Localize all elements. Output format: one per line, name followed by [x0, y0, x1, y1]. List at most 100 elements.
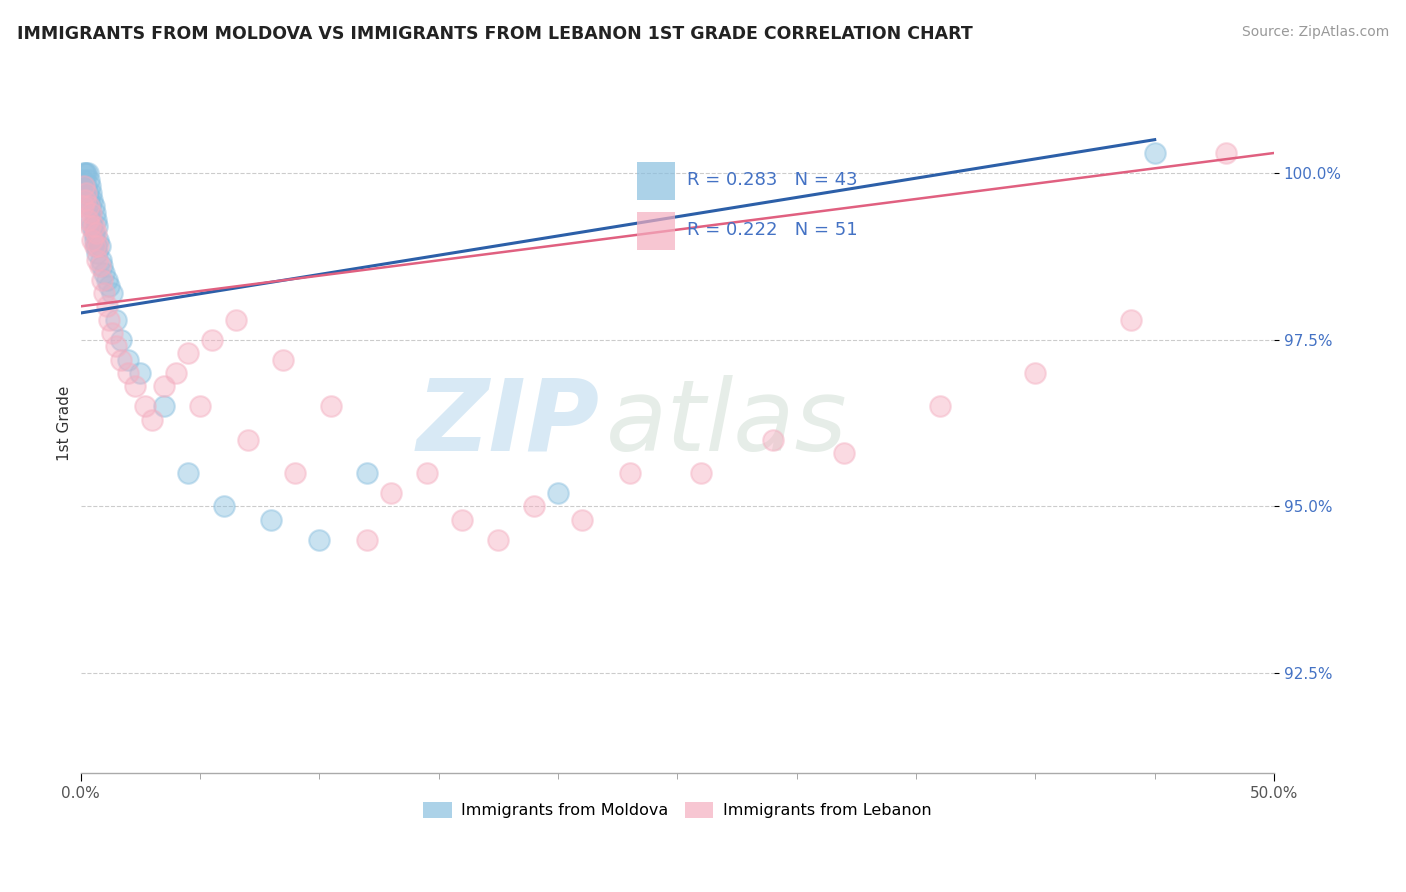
Point — [100, 326, 122, 340]
Point — [380, 486, 402, 500]
FancyBboxPatch shape — [637, 212, 675, 250]
Point — [273, 352, 295, 367]
Point — [75, 193, 97, 207]
Point — [153, 400, 176, 414]
Point — [165, 366, 187, 380]
Point — [87, 239, 110, 253]
Point — [201, 333, 224, 347]
Point — [124, 379, 146, 393]
Point — [834, 446, 856, 460]
Point — [77, 193, 100, 207]
Point — [177, 346, 200, 360]
Text: atlas: atlas — [606, 375, 848, 472]
Point — [76, 179, 98, 194]
Point — [83, 219, 105, 234]
Point — [79, 219, 101, 234]
Point — [83, 199, 105, 213]
Text: ZIP: ZIP — [416, 375, 600, 472]
Point — [86, 246, 108, 260]
Point — [98, 312, 121, 326]
Text: Source: ZipAtlas.com: Source: ZipAtlas.com — [1241, 25, 1389, 39]
Point — [105, 312, 128, 326]
Y-axis label: 1st Grade: 1st Grade — [58, 385, 72, 461]
Point — [73, 179, 96, 194]
Point — [76, 186, 98, 200]
Point — [619, 466, 641, 480]
Point — [153, 379, 176, 393]
Point — [72, 199, 94, 213]
Point — [77, 199, 100, 213]
Point — [89, 260, 111, 274]
Text: R = 0.222   N = 51: R = 0.222 N = 51 — [686, 221, 858, 239]
Point — [82, 233, 104, 247]
Point — [134, 400, 156, 414]
Point — [105, 339, 128, 353]
Point — [93, 285, 115, 300]
Point — [89, 239, 111, 253]
Point — [72, 172, 94, 186]
Point — [84, 239, 107, 253]
Point — [86, 252, 108, 267]
Point — [188, 400, 211, 414]
Point — [87, 233, 110, 247]
Point — [1143, 146, 1166, 161]
Point — [177, 466, 200, 480]
Point — [76, 186, 98, 200]
Point — [79, 199, 101, 213]
Point — [83, 226, 105, 240]
Point — [356, 533, 378, 547]
Point — [91, 260, 114, 274]
Point — [212, 500, 235, 514]
Point — [76, 212, 98, 227]
Point — [356, 466, 378, 480]
Point — [91, 273, 114, 287]
Point — [928, 400, 950, 414]
Point — [523, 500, 546, 514]
Point — [547, 486, 569, 500]
Point — [83, 233, 105, 247]
Point — [690, 466, 713, 480]
Point — [82, 193, 104, 207]
Point — [79, 179, 101, 194]
Point — [80, 206, 103, 220]
Point — [415, 466, 437, 480]
Point — [96, 273, 118, 287]
Point — [100, 285, 122, 300]
Point — [117, 366, 139, 380]
Text: R = 0.283   N = 43: R = 0.283 N = 43 — [686, 171, 858, 189]
Point — [77, 172, 100, 186]
Point — [96, 299, 118, 313]
Point — [75, 166, 97, 180]
Legend: Immigrants from Moldova, Immigrants from Lebanon: Immigrants from Moldova, Immigrants from… — [416, 796, 938, 824]
Point — [93, 266, 115, 280]
Point — [1119, 312, 1142, 326]
Point — [73, 166, 96, 180]
Point — [80, 212, 103, 227]
Point — [83, 206, 105, 220]
Point — [82, 219, 104, 234]
Point — [110, 352, 132, 367]
Point — [141, 413, 163, 427]
Point — [308, 533, 330, 547]
Point — [284, 466, 307, 480]
Text: IMMIGRANTS FROM MOLDOVA VS IMMIGRANTS FROM LEBANON 1ST GRADE CORRELATION CHART: IMMIGRANTS FROM MOLDOVA VS IMMIGRANTS FR… — [17, 25, 973, 43]
Point — [86, 219, 108, 234]
Point — [236, 433, 259, 447]
Point — [762, 433, 785, 447]
Point — [117, 352, 139, 367]
Point — [1215, 146, 1237, 161]
FancyBboxPatch shape — [637, 162, 675, 200]
Point — [90, 252, 112, 267]
Point — [83, 239, 105, 253]
Point — [98, 279, 121, 293]
Point — [321, 400, 343, 414]
Point — [76, 166, 98, 180]
Point — [225, 312, 247, 326]
Point — [451, 513, 474, 527]
Point — [1024, 366, 1046, 380]
Point — [571, 513, 593, 527]
Point — [486, 533, 509, 547]
Point — [260, 513, 283, 527]
Point — [80, 186, 103, 200]
Point — [84, 212, 107, 227]
